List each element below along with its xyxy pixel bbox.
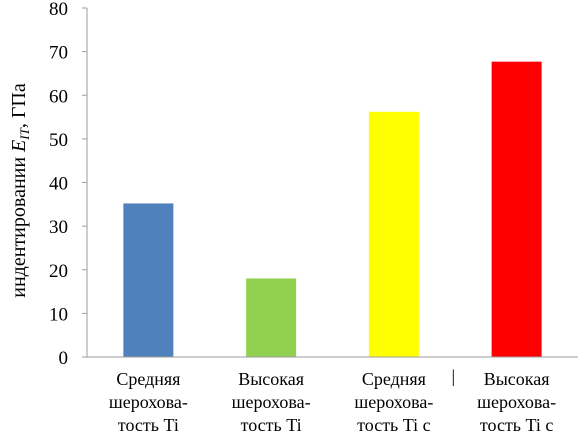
category-label-1: Средняя шерохова-тость Ti xyxy=(109,369,188,433)
separator-mark: | xyxy=(451,366,455,386)
x-axis-labels: Средняя шерохова-тость Ti Высокая шерохова-… xyxy=(109,369,556,433)
category-label-4: Высокая шерохова-тость Ti с xyxy=(477,369,556,433)
category-label-line: Средняя xyxy=(116,369,180,389)
y-axis-ticks: 0 10 20 30 40 50 60 70 80 xyxy=(49,0,87,369)
category-label-line: Средняя xyxy=(362,369,426,389)
y-tick-label: 70 xyxy=(49,43,68,64)
y-axis-label: индентировании EIT, ГПа xyxy=(8,83,32,298)
y-tick-label: 50 xyxy=(49,130,68,151)
category-label-line: тость Ti с xyxy=(357,415,431,433)
bar-4 xyxy=(491,61,542,357)
y-axis-label-suffix: , ГПа xyxy=(8,83,30,128)
category-label-line: тость Ti с xyxy=(480,415,554,433)
category-label-3: Средняя шерохова-тость Ti с xyxy=(354,369,433,433)
bar-1 xyxy=(123,203,174,357)
category-label-line: шерохова- xyxy=(109,392,188,412)
category-label-line: тость Ti xyxy=(241,415,302,433)
y-tick-label: 40 xyxy=(49,174,68,195)
y-tick-label: 80 xyxy=(49,0,68,20)
y-axis-label-prefix: индентировании xyxy=(8,152,30,298)
y-axis-label-symbol: E xyxy=(8,140,30,153)
category-label-line: шерохова- xyxy=(477,392,556,412)
y-tick-label: 30 xyxy=(49,217,68,238)
category-label-2: Высокая шерохова-тость Ti xyxy=(232,369,311,433)
y-tick-label: 0 xyxy=(59,348,69,369)
category-label-line: Высокая xyxy=(484,369,550,389)
y-tick-label: 20 xyxy=(49,261,68,282)
category-label-line: шерохова- xyxy=(354,392,433,412)
category-label-line: Высокая xyxy=(238,369,304,389)
y-axis-label-subscript: IT xyxy=(17,127,32,140)
bar-3 xyxy=(368,111,419,357)
bars xyxy=(123,61,542,357)
category-label-line: шерохова- xyxy=(232,392,311,412)
y-tick-label: 10 xyxy=(49,304,68,325)
bar-2 xyxy=(246,278,297,357)
category-label-line: тость Ti xyxy=(118,415,179,433)
y-tick-label: 60 xyxy=(49,86,68,107)
